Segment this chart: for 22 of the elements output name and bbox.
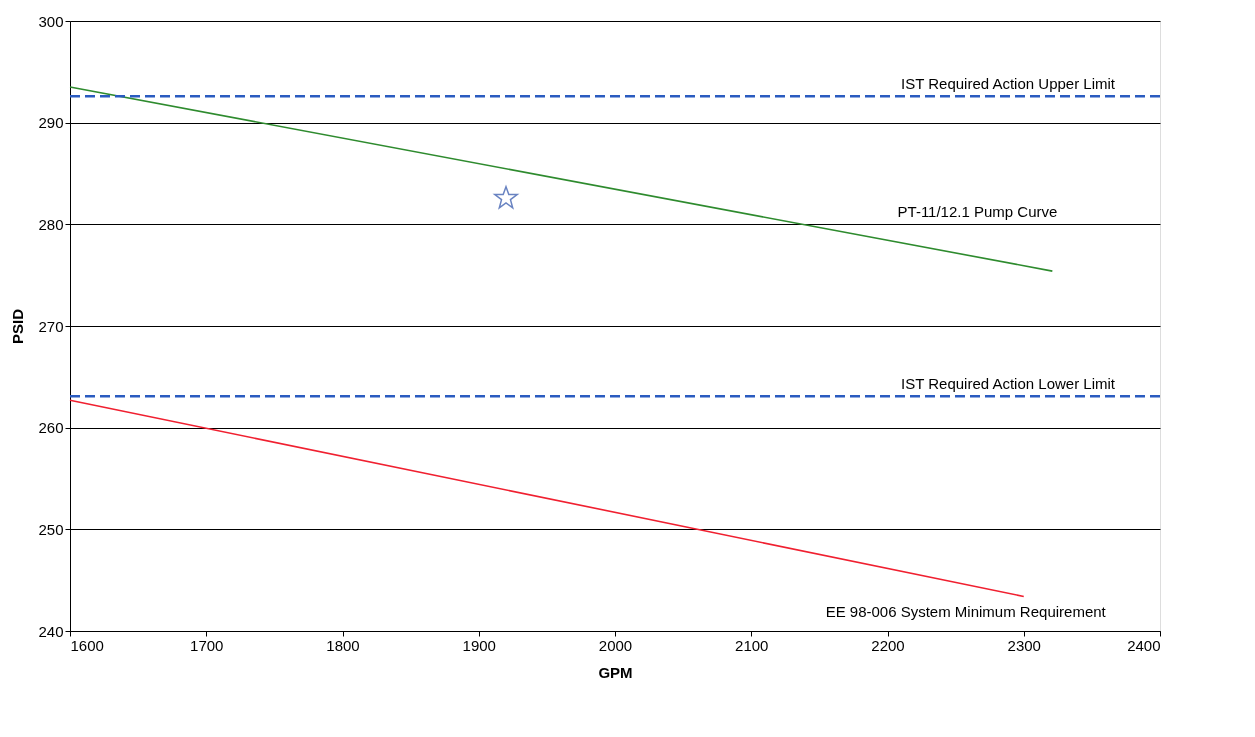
y-axis-title: PSID	[9, 308, 27, 345]
ref-line-label: IST Required Action Upper Limit	[901, 75, 1116, 93]
x-tick-label: 1900	[462, 636, 496, 654]
y-tick-label: 290	[38, 114, 64, 132]
x-tick-label: 2100	[735, 636, 769, 654]
x-tick-label: 2300	[1007, 636, 1041, 654]
y-tick-label: 250	[38, 520, 64, 538]
x-tick-label: 2200	[871, 636, 905, 654]
series-label: EE 98-006 System Minimum Requirement	[825, 603, 1107, 621]
y-tick-label: 300	[38, 12, 64, 30]
x-tick-label: 1600	[70, 636, 104, 654]
ref-line-label: IST Required Action Lower Limit	[901, 375, 1116, 393]
y-tick-label: 270	[38, 317, 64, 335]
x-axis-title: GPM	[598, 663, 633, 681]
series-label: PT-11/12.1 Pump Curve	[897, 203, 1058, 221]
x-tick-label: 2000	[598, 636, 633, 654]
y-tick-label: 260	[38, 419, 64, 437]
x-tick-label: 2400	[1127, 636, 1161, 654]
x-tick-label: 1800	[326, 636, 360, 654]
x-tick-label: 1700	[190, 636, 224, 654]
y-tick-label: 280	[38, 215, 64, 233]
y-tick-label: 240	[38, 622, 64, 640]
